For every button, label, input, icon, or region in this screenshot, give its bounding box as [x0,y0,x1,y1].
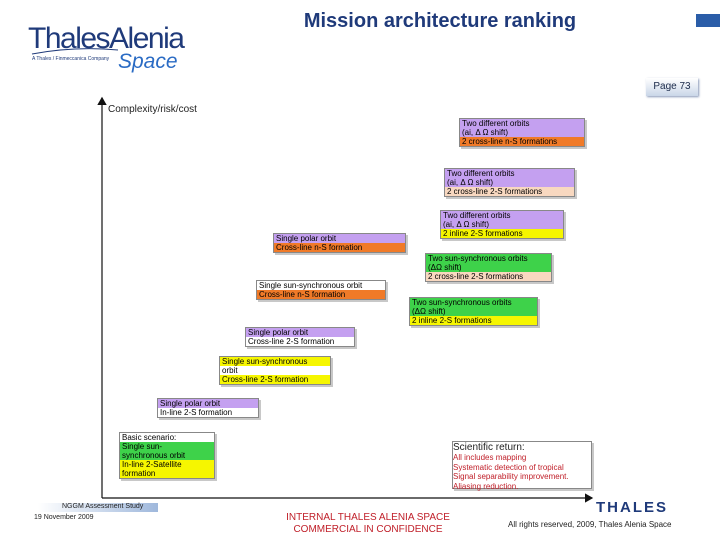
mission-option-row: Cross-line n-S formation [257,290,385,299]
scientific-return-item: Signal separability improvement. [453,472,569,481]
mission-option-row: (ai, Δ Ω shift) [460,128,584,137]
page-title: Mission architecture ranking [303,10,577,32]
mission-option-box: Single polar orbit Cross-line n-S formati… [273,233,406,253]
scientific-return-item: Aliasing reduction. [453,481,519,491]
mission-option-row: (ΔΩ shift) [426,263,551,272]
mission-option-row: Two sun-synchronous orbits [426,254,551,263]
mission-option-row: Two sun-synchronous orbits [410,298,537,307]
mission-option-box: Two sun-synchronous orbits (ΔΩ shift) 2 cr… [425,253,552,282]
mission-option-row: 2 inline 2-S formations [441,229,563,238]
mission-option-row: Single sun-synchronous [220,357,330,366]
confidentiality-notice: INTERNAL THALES ALENIA SPACE COMMERCIAL … [260,512,476,536]
mission-option-box: Single sun-synchronous orbit Cross-line n… [256,280,386,300]
mission-option-row: (ai, Δ Ω shift) [441,220,563,229]
footer-study-bar [38,503,158,512]
mission-option-box: Two different orbits (ai, Δ Ω shift) 2 inl… [440,210,564,239]
thales-logo: THALES [596,499,668,516]
mission-option-row: 2 cross-line n-S formations [460,137,584,146]
mission-option-box: Two different orbits (ai, Δ Ω shift) 2 cro… [444,168,575,197]
page-number-badge: Page 73 [646,78,698,96]
mission-option-row: Two different orbits [445,169,574,178]
scientific-return-item: Systematic detection of tropical [453,462,564,472]
mission-option-row: (ΔΩ shift) [410,307,537,316]
y-axis-label: Complexity/risk/cost [108,104,197,115]
mission-option-row: Cross-line n-S formation [274,243,405,252]
scientific-return-item: All includes mapping [453,453,527,462]
mission-option-row: (ai, Δ Ω shift) [445,178,574,187]
copyright-notice: All rights reserved, 2009, Thales Alenia… [508,520,672,529]
mission-option-row: Single sun- [120,442,214,451]
mission-option-box: Two different orbits (ai, Δ Ω shift) 2 cro… [459,118,585,147]
logo-subtitle: A Thales / Finmeccanica Company [32,56,110,62]
confidentiality-line-2: COMMERCIAL IN CONFIDENCE [293,524,443,535]
scientific-return-heading: Scientific return: [453,442,525,453]
mission-option-row: 2 inline 2-S formations [410,316,537,325]
mission-option-row: formation [120,469,214,478]
confidentiality-line-1: INTERNAL THALES ALENIA SPACE [286,512,450,523]
corner-decoration [696,14,720,27]
mission-option-row: Single polar orbit [274,234,405,243]
footer-date: 19 November 2009 [34,514,94,521]
mission-option-row: In-line 2-Satellite [120,460,214,469]
mission-option-row: Two different orbits [460,119,584,128]
mission-option-row: Cross-line 2-S formation [220,375,330,384]
logo-swoosh-icon [31,48,119,55]
mission-option-row: In-line 2-S formation [160,408,233,417]
mission-option-row: Single sun-synchronous orbit [259,281,363,290]
logo-space-text: Space [118,50,178,73]
mission-option-row: orbit [222,366,238,375]
mission-option-row: Single polar orbit [158,399,258,408]
mission-option-box: Two sun-synchronous orbits (ΔΩ shift) 2 in… [409,297,538,326]
mission-option-row: Basic scenario: [122,433,177,442]
mission-option-box: Single sun-synchronous orbit Cross-line 2-… [219,356,331,385]
mission-option-row: 2 cross-line 2-S formations [426,272,551,281]
mission-option-row: Two different orbits [441,211,563,220]
mission-option-box: Single polar orbit Cross-line 2-S formati… [245,327,355,347]
scientific-return-box: Scientific return: All includes mapping … [452,441,592,491]
mission-option-row: Cross-line 2-S formation [248,337,335,346]
mission-option-box: Basic scenario: Single sun-synchronous or… [119,432,215,479]
mission-option-row: 2 cross-line 2-S formations [445,187,574,196]
mission-option-row: Single polar orbit [246,328,354,337]
footer-study-name: NGGM Assessment Study [62,503,144,510]
mission-option-box: Single polar orbit In-line 2-S formation [157,398,259,418]
mission-option-row: synchronous orbit [120,451,214,460]
